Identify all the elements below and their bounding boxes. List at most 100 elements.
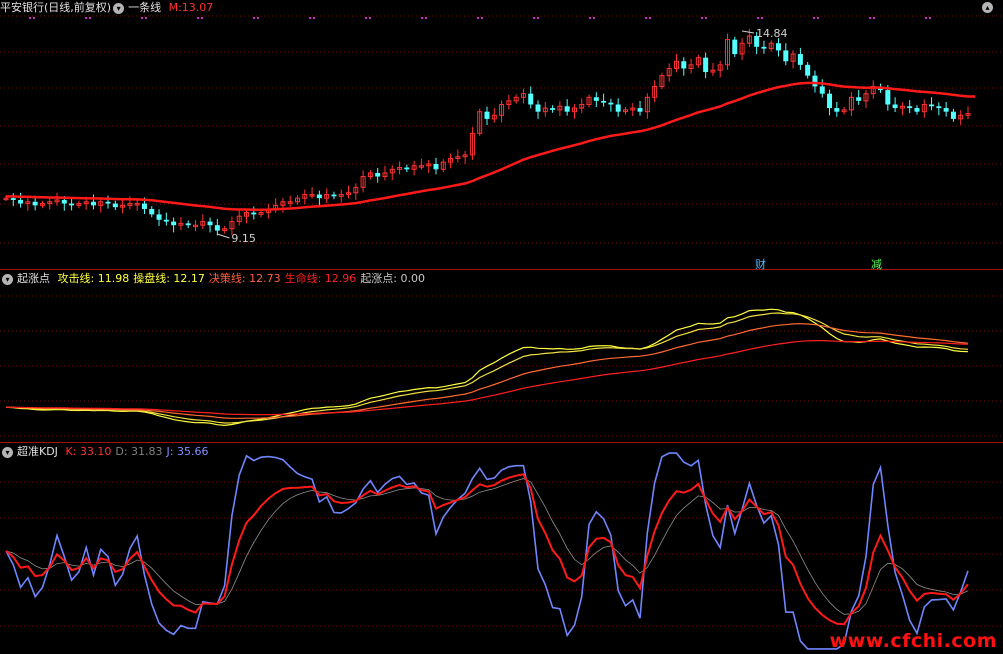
candle-body	[338, 194, 344, 197]
marker-dot	[85, 17, 87, 19]
candle-body	[426, 163, 432, 167]
indicator2-item-4: 起涨点: 0.00	[360, 272, 426, 285]
candle-body	[921, 103, 927, 113]
marker-dot	[481, 17, 483, 19]
candle-body	[812, 75, 818, 87]
candle-body	[185, 223, 191, 226]
marker-dot	[757, 17, 759, 19]
candle-body	[586, 96, 592, 105]
candle-body	[236, 215, 242, 223]
candle-body	[448, 158, 454, 163]
candle-body	[54, 199, 60, 203]
marker-dot	[33, 17, 35, 19]
chevron-down-icon[interactable]: ▾	[113, 2, 125, 14]
candle-body	[783, 50, 789, 62]
candle-body	[251, 212, 257, 215]
marker-dot	[425, 17, 427, 19]
operate-line	[5, 312, 969, 424]
candle-body	[98, 201, 104, 206]
candle-body	[491, 114, 497, 120]
candle-body	[929, 104, 935, 107]
marker-dot	[649, 17, 651, 19]
candle-body	[120, 204, 126, 208]
candle-body	[703, 57, 709, 73]
marker-dot	[145, 17, 147, 19]
candle-body	[892, 104, 898, 109]
candle-body	[790, 53, 796, 62]
candle-body	[856, 97, 862, 101]
tag-jian[interactable]: 减	[871, 258, 882, 271]
candle-body	[287, 201, 293, 204]
candle-body	[207, 221, 213, 226]
marker-dot	[369, 17, 371, 19]
candle-body	[440, 161, 446, 170]
candle-body	[316, 194, 322, 199]
candle-body	[360, 176, 366, 188]
kdj-j-line	[5, 452, 969, 650]
chevron-down-icon[interactable]: ▾	[2, 446, 13, 458]
candle-body	[156, 214, 162, 220]
candle-body	[477, 111, 483, 134]
marker-dot	[533, 17, 535, 19]
marker-dot	[477, 17, 479, 19]
candle-body	[10, 198, 16, 200]
marker-dot	[201, 17, 203, 19]
marker-dot	[705, 17, 707, 19]
candle-body	[863, 93, 869, 102]
candle-body	[484, 111, 490, 119]
candle-body	[18, 199, 24, 204]
candle-body	[404, 167, 410, 170]
candle-body	[389, 168, 395, 174]
candle-body	[557, 105, 563, 111]
candle-body	[163, 219, 169, 222]
collapse-icon[interactable]: ▴	[982, 2, 993, 13]
candle-body	[3, 197, 9, 201]
candle-body	[309, 194, 315, 197]
indicator-panel-header: ▾ 起涨点 攻击线: 11.98 操盘线: 12.17 决策线: 12.73 生命线: …	[0, 271, 429, 287]
candle-body	[542, 107, 548, 113]
candle-body	[520, 93, 526, 98]
candle-body	[819, 86, 825, 94]
candle-body	[688, 64, 694, 69]
marker-dot	[29, 17, 31, 19]
low-label: 9.15	[231, 232, 256, 245]
kdj-name: 超准KDJ	[17, 445, 58, 458]
indicator2-item-2: 决策线: 12.73	[208, 272, 281, 285]
indicator2-item-3: 生命线: 12.96	[284, 272, 357, 285]
candle-body	[112, 203, 118, 208]
candle-body	[899, 105, 905, 109]
m-label: M:	[168, 1, 182, 14]
candle-body	[69, 203, 75, 206]
kdj-k-line	[5, 473, 969, 626]
chevron-down-icon[interactable]: ▾	[2, 273, 13, 285]
marker-dot	[761, 17, 763, 19]
candle-body	[346, 192, 352, 196]
candle-body	[673, 60, 679, 69]
indicator2-item-0: 攻击线: 11.98	[57, 272, 130, 285]
candle-body	[324, 194, 330, 199]
marker-dot	[421, 17, 423, 19]
candle-body	[827, 93, 833, 109]
candle-body	[127, 203, 133, 206]
candle-body	[666, 67, 672, 77]
candle-body	[739, 42, 745, 55]
high-label: 14.84	[756, 27, 788, 40]
candle-body	[418, 165, 424, 168]
candle-body	[25, 201, 31, 205]
candle-body	[885, 90, 891, 105]
candle-body	[535, 104, 541, 112]
marker-dot	[313, 17, 315, 19]
tag-cai[interactable]: 财	[755, 258, 766, 271]
candle-body	[936, 106, 942, 109]
candle-body	[397, 167, 403, 170]
candle-body	[105, 201, 111, 204]
candle-body	[732, 39, 738, 55]
candle-body	[601, 100, 607, 103]
marker-dot	[593, 17, 595, 19]
candle-body	[244, 212, 249, 217]
candle-body	[513, 96, 519, 102]
watermark: www.cfchi.com	[829, 630, 997, 652]
candle-body	[47, 201, 53, 205]
life-line	[6, 340, 969, 416]
